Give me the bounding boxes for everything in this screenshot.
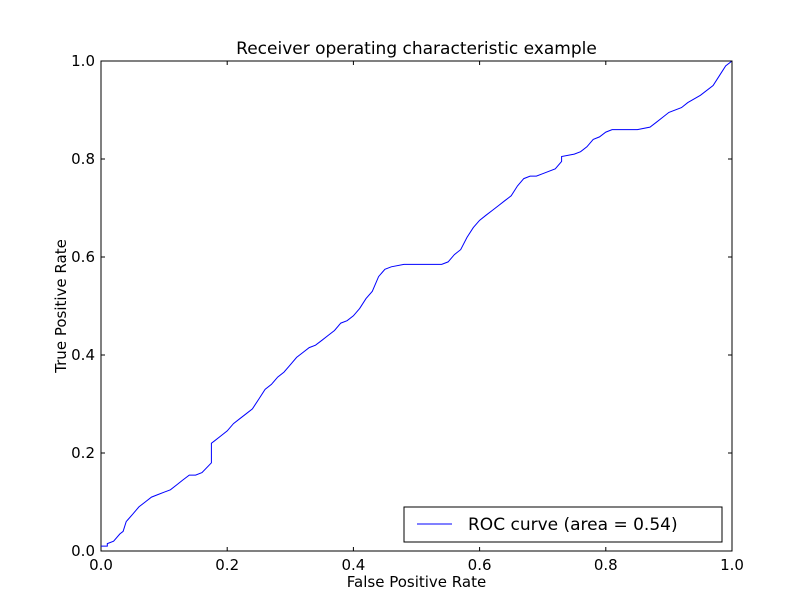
x-axis-label: False Positive Rate xyxy=(347,573,486,591)
y-tick-label: 1.0 xyxy=(71,52,95,70)
legend-box xyxy=(403,506,723,543)
x-tick-label: 0.0 xyxy=(89,556,113,574)
roc-curve-line xyxy=(101,60,733,547)
x-tick-label: 1.0 xyxy=(720,556,744,574)
x-tick-label: 0.4 xyxy=(341,556,365,574)
y-axis-label: True Positive Rate xyxy=(52,239,70,374)
legend: ROC curve (area = 0.54) xyxy=(403,506,723,543)
x-axis-ticks: 0.0 0.2 0.4 0.6 0.8 1.0 xyxy=(89,61,744,574)
y-tick-label: 0.2 xyxy=(71,444,95,462)
x-tick-label: 0.8 xyxy=(594,556,618,574)
plot-area: 0.0 0.2 0.4 0.6 0.8 1.0 0.0 0.2 0.4 0.6 0.8 1.0 xyxy=(71,52,744,574)
x-tick-label: 0.6 xyxy=(468,556,492,574)
y-tick-label: 0.6 xyxy=(71,248,95,266)
x-tick-label: 0.2 xyxy=(215,556,239,574)
chart-title: Receiver operating characteristic exampl… xyxy=(236,39,597,59)
y-axis-ticks: 0.0 0.2 0.4 0.6 0.8 1.0 xyxy=(71,52,732,560)
y-tick-label: 0.4 xyxy=(71,346,95,364)
legend-label: ROC curve (area = 0.54) xyxy=(468,515,678,535)
y-tick-label: 0.0 xyxy=(71,542,95,560)
y-tick-label: 0.8 xyxy=(71,150,95,168)
plot-frame xyxy=(100,60,733,552)
